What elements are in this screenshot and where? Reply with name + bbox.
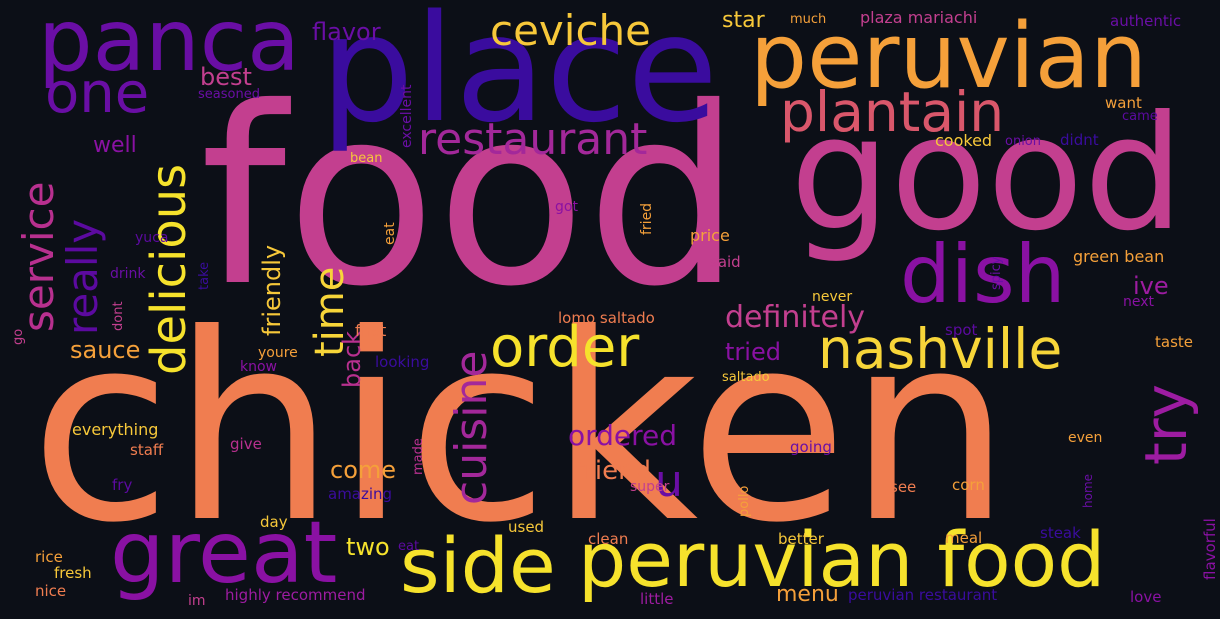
word-flavor: flavor: [312, 18, 381, 46]
word-rice: rice: [35, 548, 63, 566]
word-dont: dont: [111, 301, 126, 331]
word-didnt: didnt: [1060, 131, 1099, 149]
word-see: see: [890, 478, 917, 496]
word-meal: meal: [945, 529, 983, 547]
word-first: first: [355, 321, 387, 340]
word-lomo-saltado: lomo saltado: [558, 309, 655, 327]
word-best: best: [200, 63, 252, 91]
word-taste: taste: [1155, 333, 1193, 351]
word-restaurant: restaurant: [418, 114, 648, 165]
word-next: next: [1123, 294, 1155, 310]
word-much: much: [790, 12, 827, 27]
word-fried: fried: [639, 202, 655, 235]
word-peruvian-food: peruvian food: [578, 515, 1106, 604]
word-give: give: [230, 435, 262, 453]
word-one: one: [45, 61, 150, 126]
word-fry: fry: [112, 476, 133, 494]
word-flavorful: flavorful: [1201, 518, 1219, 580]
word-little: little: [640, 590, 674, 608]
word-price: price: [690, 226, 730, 245]
word-u: u: [655, 456, 683, 507]
word-yuca: yuca: [135, 230, 169, 246]
word-panca: panca: [38, 0, 300, 91]
word-love: love: [1130, 588, 1162, 606]
word-try: try: [1132, 384, 1200, 465]
word-even: even: [1068, 430, 1103, 446]
word-eat: eat: [382, 222, 398, 245]
word-nice: nice: [35, 582, 67, 600]
word-take: take: [197, 261, 212, 290]
word-two: two: [346, 533, 390, 561]
word-steak: steak: [1040, 524, 1081, 542]
word-highly-recommend: highly recommend: [225, 586, 366, 604]
word-sauce: sauce: [70, 336, 141, 364]
word-peruvian-restaurant: peruvian restaurant: [848, 586, 998, 604]
word-everything: everything: [72, 420, 159, 439]
word-day: day: [260, 513, 288, 531]
word-peruvian: peruvian: [750, 4, 1148, 109]
word-home: home: [1081, 473, 1095, 508]
word-dish: dish: [900, 228, 1066, 321]
word-going: going: [790, 438, 832, 456]
word-go: go: [11, 328, 26, 345]
word-youre: youre: [258, 345, 298, 361]
word-really: really: [58, 218, 107, 335]
word-want: want: [1105, 94, 1142, 112]
word-better: better: [778, 530, 824, 548]
word-ordered: ordered: [568, 419, 678, 452]
word-plaza-mariachi: plaza mariachi: [860, 8, 978, 27]
word-said: said: [710, 253, 741, 271]
word-chicken: chicken: [30, 279, 1012, 579]
word-came: came: [1122, 109, 1158, 124]
word-staff: staff: [130, 441, 164, 459]
word-onion: onion: [1005, 134, 1041, 149]
word-never: never: [812, 289, 853, 305]
word-pollo: pollo: [737, 485, 752, 517]
word-made: made: [411, 438, 426, 475]
word-amazing: amazing: [328, 485, 393, 503]
word-well: well: [93, 133, 137, 158]
word-corn: corn: [952, 476, 985, 494]
word-friend: friend: [575, 456, 652, 486]
word-green-bean: green bean: [1073, 247, 1165, 266]
word-cuisine: cuisine: [446, 350, 497, 505]
word-super: super: [630, 479, 670, 495]
word-menu: menu: [776, 582, 839, 607]
word-got: got: [555, 199, 578, 215]
word-star: star: [722, 8, 765, 33]
word-food: food: [200, 55, 742, 340]
word-nashville: nashville: [818, 317, 1063, 381]
word-delicious: delicious: [141, 163, 197, 375]
word-drink: drink: [110, 266, 146, 282]
word-definitely: definitely: [725, 300, 866, 335]
word-saltado: saltado: [722, 370, 770, 385]
word-spicy: spicy: [989, 256, 1004, 290]
word-side: side: [400, 521, 556, 610]
word-im: im: [188, 593, 206, 609]
word-used: used: [508, 518, 545, 536]
word-excellent: excellent: [399, 84, 415, 148]
word-clean: clean: [588, 530, 629, 548]
word-know: know: [240, 359, 277, 375]
word-come: come: [330, 456, 397, 484]
word-fresh: fresh: [54, 564, 92, 582]
word-great: great: [110, 503, 338, 603]
word-authentic: authentic: [1110, 12, 1182, 30]
word-good: good: [790, 82, 1184, 266]
word-bean: bean: [350, 151, 383, 166]
word-friendly: friendly: [258, 244, 286, 336]
word-service: service: [14, 181, 63, 332]
word-order: order: [490, 315, 640, 380]
word-tried: tried: [725, 338, 781, 366]
word-ive: ive: [1133, 272, 1169, 300]
word-place: place: [320, 0, 719, 155]
word-looking: looking: [375, 353, 430, 371]
word-seasoned: seasoned: [198, 87, 260, 102]
word-ceviche: ceviche: [490, 6, 652, 55]
word-eat: eat: [398, 539, 420, 554]
word-cooked: cooked: [935, 131, 993, 150]
word-spot: spot: [945, 321, 978, 339]
word-plantain: plantain: [780, 80, 1005, 144]
